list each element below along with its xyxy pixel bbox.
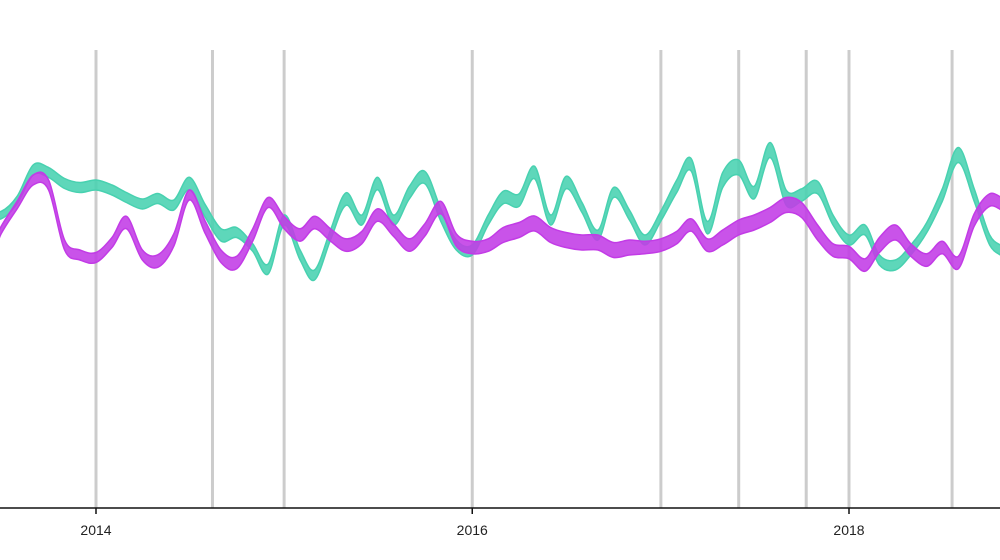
event-markers bbox=[94, 50, 954, 508]
x-axis-ticks: 2014 2016 2018 bbox=[80, 508, 865, 538]
series-layer bbox=[0, 141, 1000, 282]
x-tick-label-2016: 2016 bbox=[457, 522, 488, 538]
x-tick-label-2014: 2014 bbox=[80, 522, 111, 538]
x-tick-label-2018: 2018 bbox=[833, 522, 864, 538]
series-2-band bbox=[0, 171, 1000, 273]
